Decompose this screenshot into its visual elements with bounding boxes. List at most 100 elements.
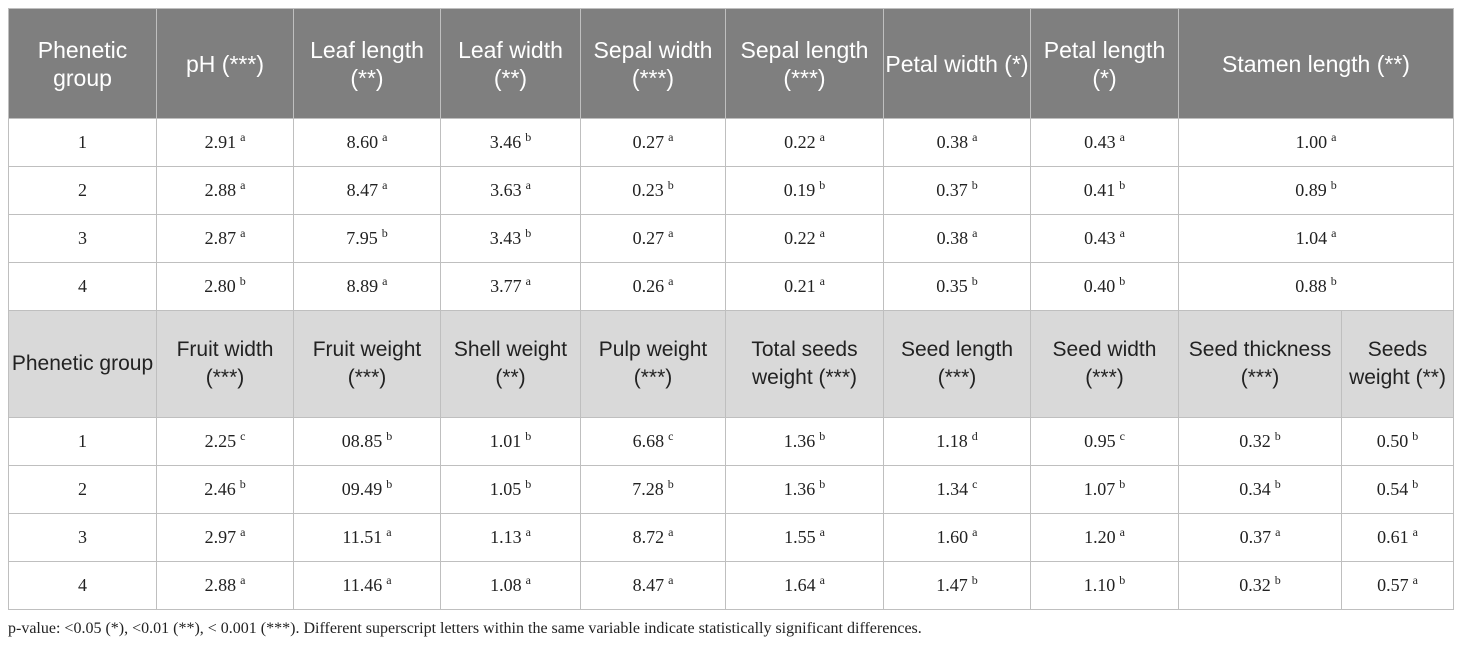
significance-letter: b xyxy=(667,178,674,192)
value: 0.26 xyxy=(632,276,665,296)
value-cell: 0.57 a xyxy=(1341,561,1454,610)
value-cell: 0.21 a xyxy=(725,262,884,311)
table-row: 3 2.97 a 11.51 a 1.13 a 8.72 a 1.55 a 1.60 a 1… xyxy=(8,513,1454,562)
value-cell: 8.60 a xyxy=(293,118,441,167)
significance-letter: a xyxy=(1412,573,1418,587)
value-cell: 2.25 c xyxy=(156,417,294,466)
value-cell: 1.08 a xyxy=(440,561,581,610)
significance-letter: a xyxy=(240,130,246,144)
value-cell: 2.80 b xyxy=(156,262,294,311)
header-cell: Seed width (***) xyxy=(1030,310,1179,418)
value: 1.10 xyxy=(1083,575,1116,595)
value-cell: 2.91 a xyxy=(156,118,294,167)
value-cell: 0.95 c xyxy=(1030,417,1179,466)
value: 2.46 xyxy=(204,479,236,499)
significance-letter: a xyxy=(1119,130,1125,144)
value: 1.08 xyxy=(490,575,522,595)
significance-letter: b xyxy=(1119,274,1126,288)
value-cell: 1.00 a xyxy=(1178,118,1454,167)
header-cell: pH (***) xyxy=(156,8,294,119)
value: 0.43 xyxy=(1084,132,1116,152)
value: 0.50 xyxy=(1376,431,1409,451)
significance-letter: a xyxy=(386,525,392,539)
table-footnote: p-value: <0.05 (*), <0.01 (**), < 0.001 … xyxy=(8,620,922,637)
significance-letter: b xyxy=(239,274,246,288)
value-cell: 3.46 b xyxy=(440,118,581,167)
significance-letter: d xyxy=(971,429,978,443)
significance-letter: b xyxy=(1119,573,1126,587)
value: 3.77 xyxy=(490,276,522,296)
value-cell: 1.04 a xyxy=(1178,214,1454,263)
value-cell: 1.64 a xyxy=(725,561,884,610)
table-row: 2 2.88 a 8.47 a 3.63 a 0.23 b 0.19 b 0.37 b 0.… xyxy=(8,166,1454,215)
significance-letter: a xyxy=(819,130,825,144)
value-cell: 0.37 b xyxy=(883,166,1031,215)
value-cell: 1.60 a xyxy=(883,513,1031,562)
significance-letter: a xyxy=(1331,130,1337,144)
significance-letter: b xyxy=(525,477,532,491)
table-row: 4 2.80 b 8.89 a 3.77 a 0.26 a 0.21 a 0.35 b 0.… xyxy=(8,262,1454,311)
value: 1.18 xyxy=(936,431,968,451)
significance-letter: a xyxy=(525,573,531,587)
value-cell: 0.23 b xyxy=(580,166,726,215)
value: 2.80 xyxy=(204,276,236,296)
value: 2.88 xyxy=(204,180,237,200)
value: 0.40 xyxy=(1083,276,1116,296)
value: 0.32 xyxy=(1239,575,1271,595)
significance-letter: b xyxy=(971,274,978,288)
header-cell: Petal width (*) xyxy=(883,8,1031,119)
significance-letter: b xyxy=(819,178,826,192)
significance-letter: b xyxy=(525,226,532,240)
value: 1.07 xyxy=(1083,479,1116,499)
table-row: 1 2.25 c 08.85 b 1.01 b 6.68 c 1.36 b 1.18 d 0… xyxy=(8,417,1454,466)
value: 1.55 xyxy=(784,527,816,547)
value: 0.21 xyxy=(784,276,816,296)
value: 3.46 xyxy=(489,132,522,152)
value-cell: 1.18 d xyxy=(883,417,1031,466)
group-cell: 2 xyxy=(8,465,157,514)
value-cell: 1.20 a xyxy=(1030,513,1179,562)
significance-letter: b xyxy=(819,429,826,443)
significance-letter: a xyxy=(1119,226,1125,240)
value-cell: 1.10 b xyxy=(1030,561,1179,610)
group-cell: 1 xyxy=(8,417,157,466)
value-cell: 2.88 a xyxy=(156,561,294,610)
value: 0.35 xyxy=(936,276,968,296)
value-cell: 0.43 a xyxy=(1030,118,1179,167)
significance-letter: a xyxy=(525,178,531,192)
value-cell: 7.95 b xyxy=(293,214,441,263)
value: 0.38 xyxy=(936,132,969,152)
significance-letter: b xyxy=(1330,178,1337,192)
value: 1.20 xyxy=(1084,527,1116,547)
value: 0.34 xyxy=(1239,479,1271,499)
value-cell: 0.41 b xyxy=(1030,166,1179,215)
significance-letter: b xyxy=(386,429,393,443)
significance-letter: a xyxy=(1119,525,1125,539)
table-row: 4 2.88 a 11.46 a 1.08 a 8.47 a 1.64 a 1.47 b 1… xyxy=(8,561,1454,610)
group-cell: 1 xyxy=(8,118,157,167)
significance-letter: b xyxy=(386,477,393,491)
header-cell: Fruit weight (***) xyxy=(293,310,441,418)
value-cell: 0.35 b xyxy=(883,262,1031,311)
significance-letter: a xyxy=(819,226,825,240)
value: 1.34 xyxy=(936,479,969,499)
table-row: 1 2.91 a 8.60 a 3.46 b 0.27 a 0.22 a 0.38 a 0.… xyxy=(8,118,1454,167)
value: 11.51 xyxy=(342,527,383,547)
value-cell: 1.55 a xyxy=(725,513,884,562)
value: 0.19 xyxy=(783,180,816,200)
group-cell: 4 xyxy=(8,561,157,610)
value-cell: 0.32 b xyxy=(1178,417,1342,466)
value: 7.95 xyxy=(346,228,378,248)
value-cell: 0.40 b xyxy=(1030,262,1179,311)
significance-letter: b xyxy=(667,477,674,491)
value: 2.87 xyxy=(204,228,237,248)
significance-letter: a xyxy=(668,274,674,288)
significance-letter: b xyxy=(1330,274,1337,288)
header-cell: Pulp weight (***) xyxy=(580,310,726,418)
value: 1.13 xyxy=(490,527,522,547)
value-cell: 3.43 b xyxy=(440,214,581,263)
header-cell: Sepal width (***) xyxy=(580,8,726,119)
value-cell: 0.43 a xyxy=(1030,214,1179,263)
value-cell: 1.01 b xyxy=(440,417,581,466)
header-cell: Stamen length (**) xyxy=(1178,8,1454,119)
